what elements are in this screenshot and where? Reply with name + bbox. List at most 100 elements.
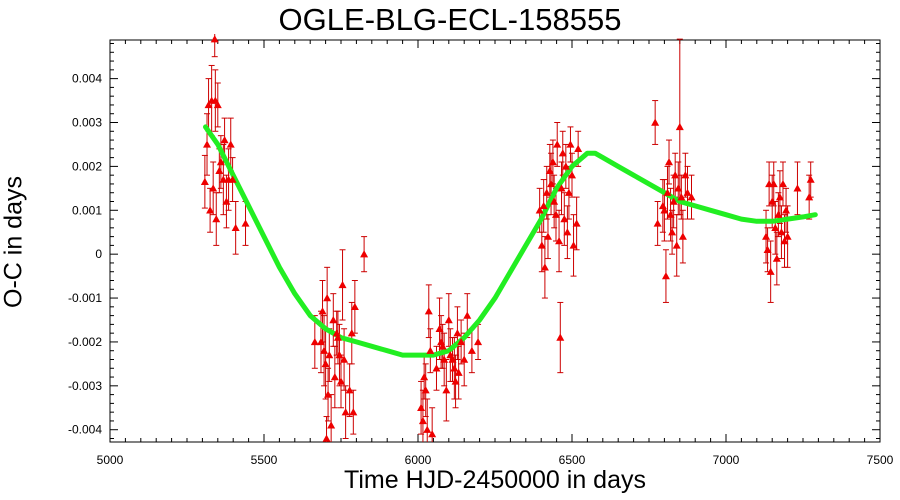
data-point	[212, 215, 221, 223]
data-point	[467, 346, 476, 354]
x-tick-label: 5500	[251, 453, 278, 467]
data-point	[564, 188, 573, 196]
data-point	[423, 425, 432, 433]
data-point	[793, 184, 802, 192]
data-point	[763, 245, 772, 253]
data-point	[777, 228, 786, 236]
x-tick-label: 6500	[559, 453, 586, 467]
data-point	[651, 118, 660, 126]
data-point	[448, 355, 457, 363]
data-point	[435, 324, 444, 332]
data-point	[663, 188, 672, 196]
data-point	[428, 430, 437, 438]
y-tick-label: 0	[95, 247, 102, 261]
data-point	[457, 337, 466, 346]
data-point	[337, 377, 345, 385]
data-point	[568, 171, 576, 179]
data-point	[674, 184, 683, 192]
data-point	[330, 373, 339, 381]
data-point	[341, 408, 350, 416]
data-point	[563, 228, 572, 236]
data-point	[569, 241, 578, 249]
data-point	[220, 136, 229, 144]
data-point	[228, 175, 237, 183]
data-point	[432, 364, 441, 372]
data-point	[335, 351, 344, 359]
data-point	[216, 158, 225, 166]
data-point	[572, 219, 581, 227]
data-point	[347, 329, 356, 337]
data-point	[678, 232, 687, 240]
data-point	[226, 140, 235, 148]
data-point	[542, 188, 551, 196]
data-point	[660, 206, 669, 214]
data-point	[204, 100, 213, 109]
data-point	[555, 237, 564, 245]
data-point	[474, 337, 483, 346]
data-point	[215, 166, 224, 174]
data-point	[548, 158, 557, 166]
data-point	[540, 263, 549, 271]
y-tick-label: -0.003	[68, 379, 102, 393]
data-point	[332, 329, 341, 337]
data-point	[806, 175, 815, 183]
data-point	[669, 197, 678, 205]
data-point	[677, 193, 686, 201]
data-point	[310, 337, 319, 346]
data-point	[424, 307, 433, 315]
data-point	[345, 386, 354, 394]
data-point	[444, 315, 453, 324]
data-point	[658, 201, 667, 210]
data-point	[440, 355, 449, 363]
data-point	[553, 140, 562, 148]
data-point	[450, 364, 459, 372]
data-point	[561, 162, 570, 170]
data-point	[219, 175, 228, 183]
data-point	[222, 197, 231, 205]
y-tick-label: 0.003	[72, 116, 102, 130]
data-point	[543, 232, 552, 240]
data-point	[551, 210, 560, 218]
data-point	[769, 179, 778, 188]
x-tick-label: 7000	[713, 453, 740, 467]
y-tick-label: -0.002	[68, 335, 102, 349]
data-point	[672, 241, 681, 249]
data-point	[783, 232, 792, 240]
axis-ticks: 5000 5500 6000 6500 7000 7500 -0.004 -0.003 -0.0…	[68, 40, 894, 467]
data-point	[547, 179, 556, 188]
fit-line	[203, 124, 818, 358]
x-tick-label: 6000	[405, 453, 432, 467]
y-tick-label: 0.001	[72, 203, 102, 217]
data-point	[318, 307, 327, 315]
data-point	[360, 250, 369, 258]
x-tick-label: 5000	[97, 453, 124, 467]
data-point	[782, 206, 791, 214]
data-point	[454, 368, 463, 376]
data-point	[206, 206, 215, 214]
data-point	[438, 342, 447, 350]
plot-frame	[109, 39, 881, 443]
data-point	[772, 254, 781, 262]
data-point	[683, 188, 692, 196]
data-point	[681, 171, 690, 179]
data-point	[560, 215, 569, 223]
data-point	[451, 377, 460, 385]
data-point	[320, 346, 329, 354]
data-point	[203, 140, 212, 148]
x-axis-label: Time HJD-2450000 in days	[344, 466, 646, 494]
data-point	[209, 184, 218, 192]
data-points	[200, 35, 815, 442]
data-point	[771, 223, 780, 232]
data-point	[453, 329, 462, 337]
data-point	[200, 177, 209, 185]
data-point	[566, 140, 575, 148]
data-point	[780, 237, 789, 245]
data-point	[324, 390, 333, 398]
y-tick-label: 0.004	[72, 72, 102, 86]
data-point	[778, 179, 787, 188]
data-point	[241, 219, 250, 227]
data-point	[463, 311, 472, 319]
data-point	[210, 35, 219, 43]
data-point	[418, 416, 427, 425]
